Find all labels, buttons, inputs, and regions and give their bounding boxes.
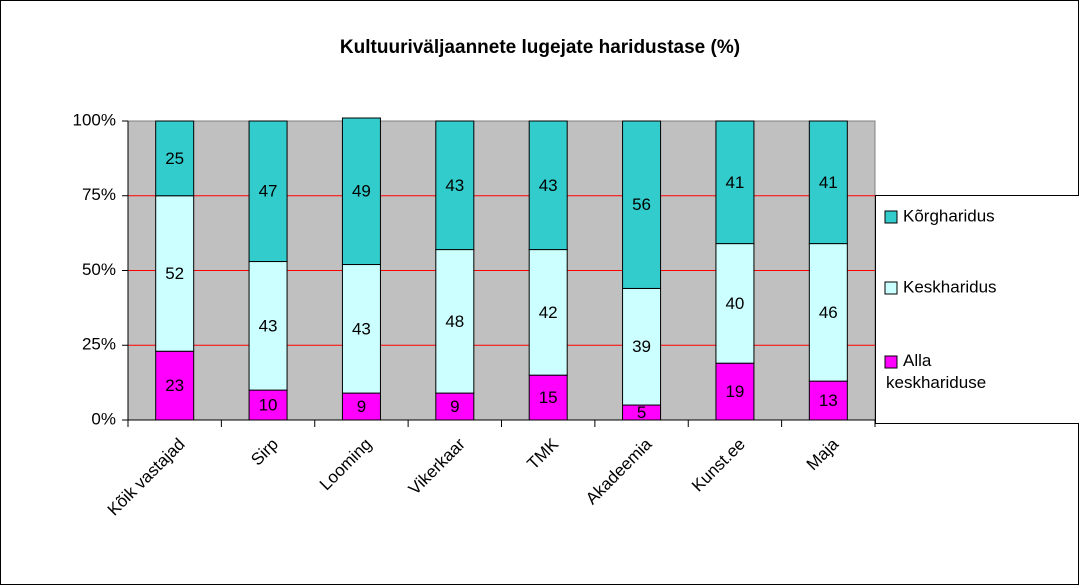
bar-segment: [341, 392, 381, 421]
y-tick-label: 75%: [82, 185, 116, 204]
bar-segment: [155, 120, 195, 197]
data-label: 43: [352, 319, 371, 338]
bar-segment: [528, 249, 568, 376]
bar-segment: [808, 243, 848, 382]
bar-segment: [155, 195, 195, 352]
bar-segment: [715, 362, 755, 421]
data-label: 41: [725, 173, 744, 192]
data-label: 5: [637, 403, 646, 422]
data-label: 52: [165, 264, 184, 283]
data-label: 9: [357, 397, 366, 416]
data-label: 13: [819, 391, 838, 410]
bar-segment: [248, 389, 288, 421]
data-label: 56: [632, 195, 651, 214]
bar-segment: [435, 392, 475, 421]
bar-segment: [715, 120, 755, 245]
bar-segment: [622, 287, 662, 406]
plot-area: [127, 120, 876, 421]
data-label: 39: [632, 337, 651, 356]
chart-title: Kultuuriväljaannete lugejate haridustase…: [340, 37, 740, 58]
data-label: 15: [539, 388, 558, 407]
data-label: 43: [259, 316, 278, 335]
bar-segment: [622, 120, 662, 289]
legend-swatch: [884, 355, 898, 369]
data-label: 10: [259, 396, 278, 415]
legend: Kõrgharidus Keskharidus Alla keskhariduse: [875, 195, 1079, 424]
data-label: 19: [725, 382, 744, 401]
data-label: 23: [165, 376, 184, 395]
bar-segment: [808, 120, 848, 245]
bar-segment: [435, 249, 475, 394]
y-tick-label: 25%: [82, 335, 116, 354]
data-label: 25: [165, 149, 184, 168]
data-label: 9: [450, 397, 459, 416]
y-tick-label: 0%: [91, 409, 116, 428]
bar-segment: [248, 261, 288, 391]
data-label: 43: [539, 176, 558, 195]
data-label: 47: [259, 182, 278, 201]
y-tick-label: 50%: [82, 260, 116, 279]
legend-label: Kõrgharidus: [903, 206, 995, 225]
y-tick-label: 100%: [73, 110, 116, 129]
data-label: 48: [445, 312, 464, 331]
bar-segment: [435, 120, 475, 251]
data-label: 49: [352, 182, 371, 201]
data-label: 46: [819, 303, 838, 322]
legend-box: [875, 195, 1079, 424]
data-label: 41: [819, 173, 838, 192]
legend-swatch: [884, 281, 898, 295]
legend-label: Alla keskhariduse: [886, 351, 986, 392]
data-label: 42: [539, 303, 558, 322]
bar-segment: [341, 264, 381, 394]
legend-label: Keskharidus: [903, 277, 997, 296]
bar-segment: [528, 120, 568, 251]
bar-segment: [341, 117, 381, 266]
data-label: 40: [725, 294, 744, 313]
legend-swatch: [884, 210, 898, 224]
bar-segment: [248, 120, 288, 263]
data-label: 43: [445, 176, 464, 195]
